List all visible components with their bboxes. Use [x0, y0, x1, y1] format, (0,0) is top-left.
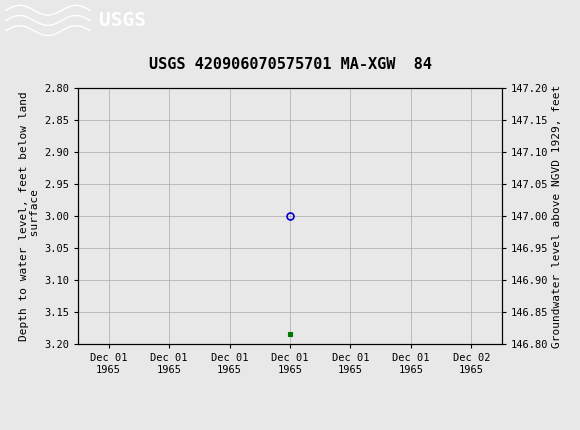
Legend: Period of approved data: Period of approved data — [190, 427, 390, 430]
Text: USGS 420906070575701 MA-XGW  84: USGS 420906070575701 MA-XGW 84 — [148, 57, 432, 72]
Y-axis label: Groundwater level above NGVD 1929, feet: Groundwater level above NGVD 1929, feet — [552, 84, 563, 348]
Y-axis label: Depth to water level, feet below land
 surface: Depth to water level, feet below land su… — [19, 91, 40, 341]
Text: USGS: USGS — [99, 11, 146, 30]
